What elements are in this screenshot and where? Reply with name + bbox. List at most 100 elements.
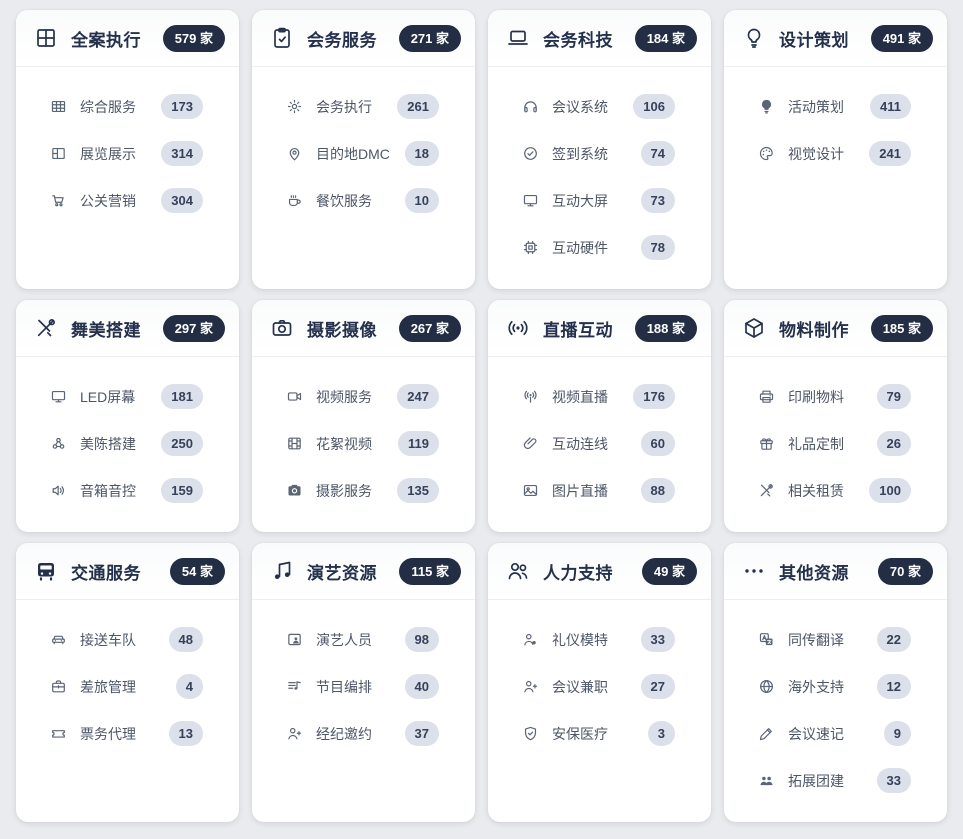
list-item[interactable]: 海外支持 12 <box>758 663 911 710</box>
live-antenna-icon <box>522 388 539 405</box>
category-card: 全案执行 579 家 综合服务 173 展览展示 314 公关营销 304 <box>16 10 239 289</box>
list-item[interactable]: 公关营销 304 <box>50 177 203 224</box>
card-header[interactable]: 设计策划 491 家 <box>724 10 947 67</box>
briefcase-icon <box>50 678 67 695</box>
item-label: 拓展团建 <box>788 772 844 789</box>
item-count-badge: 241 <box>869 141 911 166</box>
list-item[interactable]: 视频直播 176 <box>522 373 675 420</box>
card-count-badge: 188 家 <box>634 314 697 342</box>
list-item[interactable]: 演艺人员 98 <box>286 616 439 663</box>
check-circle-icon <box>522 145 539 162</box>
list-item[interactable]: 综合服务 173 <box>50 83 203 130</box>
music-note-icon <box>270 559 294 583</box>
card-count-badge: 271 家 <box>398 24 461 52</box>
list-item[interactable]: 互动连线 60 <box>522 420 675 467</box>
cart-icon <box>50 192 67 209</box>
headphones-icon <box>522 98 539 115</box>
card-title: 会务服务 <box>307 30 377 50</box>
list-item[interactable]: 节目编排 40 <box>286 663 439 710</box>
card-header[interactable]: 全案执行 579 家 <box>16 10 239 67</box>
list-item[interactable]: 签到系统 74 <box>522 130 675 177</box>
list-item[interactable]: 礼品定制 26 <box>758 420 911 467</box>
item-label: 摄影服务 <box>316 482 372 499</box>
team-icon <box>758 772 775 789</box>
playlist-icon <box>286 678 303 695</box>
globe-icon <box>758 678 775 695</box>
item-count-badge: 250 <box>161 431 203 456</box>
list-item[interactable]: 花絮视频 119 <box>286 420 439 467</box>
card-header[interactable]: 直播互动 188 家 <box>488 300 711 357</box>
list-item[interactable]: 互动硬件 78 <box>522 224 675 271</box>
item-label: 花絮视频 <box>316 435 372 452</box>
list-item[interactable]: 会务执行 261 <box>286 83 439 130</box>
card-item-list: 活动策划 411 视觉设计 241 <box>724 67 947 195</box>
list-item[interactable]: 目的地DMC 18 <box>286 130 439 177</box>
list-item[interactable]: 互动大屏 73 <box>522 177 675 224</box>
card-header[interactable]: 其他资源 70 家 <box>724 543 947 600</box>
list-item[interactable]: 礼仪模特 33 <box>522 616 675 663</box>
list-item[interactable]: 经纪邀约 37 <box>286 710 439 757</box>
tools-small-icon <box>758 482 775 499</box>
card-item-list: LED屏幕 181 美陈搭建 250 音箱音控 159 <box>16 357 239 532</box>
card-title: 会务科技 <box>543 30 613 50</box>
list-item[interactable]: 接送车队 48 <box>50 616 203 663</box>
speaker-icon <box>50 482 67 499</box>
item-label: 签到系统 <box>552 145 608 162</box>
card-header[interactable]: 物料制作 185 家 <box>724 300 947 357</box>
list-item[interactable]: 餐饮服务 10 <box>286 177 439 224</box>
list-item[interactable]: 票务代理 13 <box>50 710 203 757</box>
item-label: 节目编排 <box>316 678 372 695</box>
list-item[interactable]: 音箱音控 159 <box>50 467 203 514</box>
item-label: 目的地DMC <box>316 145 390 162</box>
card-header[interactable]: 人力支持 49 家 <box>488 543 711 600</box>
item-count-badge: 106 <box>633 94 675 119</box>
category-card: 其他资源 70 家 同传翻译 22 海外支持 12 会议速记 9 拓展团建 33 <box>724 543 947 822</box>
card-header[interactable]: 会务服务 271 家 <box>252 10 475 67</box>
gift-icon <box>758 435 775 452</box>
card-count-badge: 185 家 <box>870 314 933 342</box>
list-item[interactable]: 展览展示 314 <box>50 130 203 177</box>
list-item[interactable]: 印刷物料 79 <box>758 373 911 420</box>
bus-icon <box>34 559 58 583</box>
item-count-badge: 73 <box>640 188 675 213</box>
list-item[interactable]: 视觉设计 241 <box>758 130 911 177</box>
item-count-badge: 247 <box>397 384 439 409</box>
item-label: 视频服务 <box>316 388 372 405</box>
card-title: 交通服务 <box>71 563 141 583</box>
list-item[interactable]: 拓展团建 33 <box>758 757 911 804</box>
item-label: 视觉设计 <box>788 145 844 162</box>
item-count-badge: 181 <box>161 384 203 409</box>
item-count-badge: 304 <box>161 188 203 213</box>
card-item-list: 视频服务 247 花絮视频 119 摄影服务 135 <box>252 357 475 532</box>
camera-icon <box>270 316 294 340</box>
card-title: 其他资源 <box>779 563 849 583</box>
list-item[interactable]: 美陈搭建 250 <box>50 420 203 467</box>
broadcast-icon <box>506 316 530 340</box>
list-item[interactable]: 会议兼职 27 <box>522 663 675 710</box>
card-title: 舞美搭建 <box>71 320 141 340</box>
card-header[interactable]: 舞美搭建 297 家 <box>16 300 239 357</box>
card-header[interactable]: 摄影摄像 267 家 <box>252 300 475 357</box>
list-item[interactable]: 差旅管理 4 <box>50 663 203 710</box>
list-item[interactable]: 活动策划 411 <box>758 83 911 130</box>
list-item[interactable]: 视频服务 247 <box>286 373 439 420</box>
card-item-list: 接送车队 48 差旅管理 4 票务代理 13 <box>16 600 239 775</box>
list-item[interactable]: 安保医疗 3 <box>522 710 675 757</box>
list-item[interactable]: 相关租赁 100 <box>758 467 911 514</box>
list-item[interactable]: 会议系统 106 <box>522 83 675 130</box>
card-item-list: 综合服务 173 展览展示 314 公关营销 304 <box>16 67 239 242</box>
list-item[interactable]: 摄影服务 135 <box>286 467 439 514</box>
item-count-badge: 60 <box>640 431 675 456</box>
card-header[interactable]: 会务科技 184 家 <box>488 10 711 67</box>
translate-icon <box>758 631 775 648</box>
image-icon <box>522 482 539 499</box>
item-label: 同传翻译 <box>788 631 844 648</box>
list-item[interactable]: 会议速记 9 <box>758 710 911 757</box>
card-header[interactable]: 交通服务 54 家 <box>16 543 239 600</box>
list-item[interactable]: 同传翻译 22 <box>758 616 911 663</box>
person-dot-icon <box>522 631 539 648</box>
item-count-badge: 33 <box>640 627 675 652</box>
list-item[interactable]: 图片直播 88 <box>522 467 675 514</box>
list-item[interactable]: LED屏幕 181 <box>50 373 203 420</box>
card-header[interactable]: 演艺资源 115 家 <box>252 543 475 600</box>
